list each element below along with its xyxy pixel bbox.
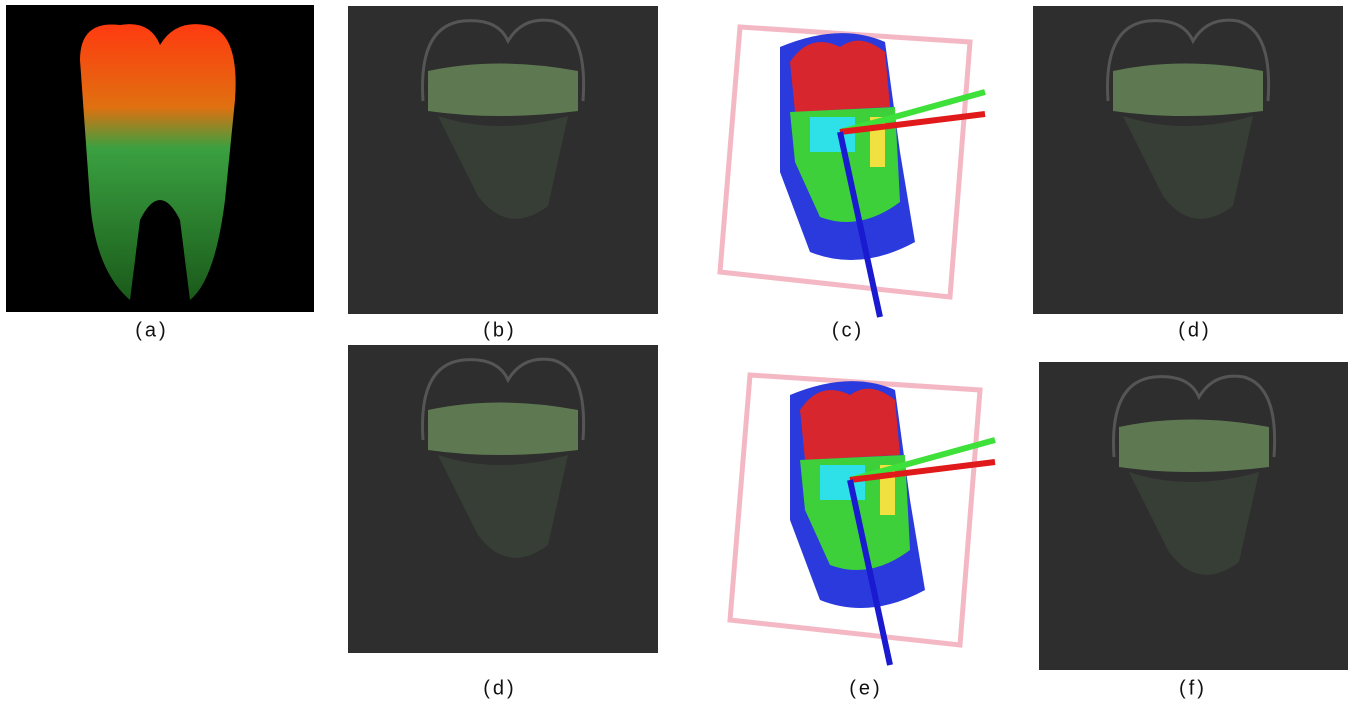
image xyxy=(700,2,1000,317)
figure: (a) (b) (c) (d) (d) (e) (f) xyxy=(0,0,1348,702)
panel-label: (f) xyxy=(1179,677,1207,699)
panel-label: (d) xyxy=(1178,319,1211,341)
panel-d-top: (d) xyxy=(1033,6,1343,341)
image xyxy=(1039,362,1348,670)
panel-label: (c) xyxy=(832,319,864,341)
image xyxy=(348,345,658,653)
image xyxy=(710,350,1010,665)
panel-a: (a) xyxy=(6,5,314,341)
panel-label: (b) xyxy=(483,319,516,341)
panel-label: (e) xyxy=(849,677,882,699)
panel-e: (e) xyxy=(710,350,1010,699)
image xyxy=(348,6,658,314)
panel-d-bottom: (d) xyxy=(348,345,658,699)
panel-b: (b) xyxy=(348,6,658,341)
image xyxy=(1033,6,1343,314)
page: (a) (b) (c) (d) (d) (e) (f) (() => { con… xyxy=(0,0,1348,702)
panel-label: (d) xyxy=(483,677,516,699)
panel-label: (a) xyxy=(135,319,168,341)
panel-c: (c) xyxy=(700,2,1000,341)
panel-f: (f) xyxy=(1039,362,1348,699)
